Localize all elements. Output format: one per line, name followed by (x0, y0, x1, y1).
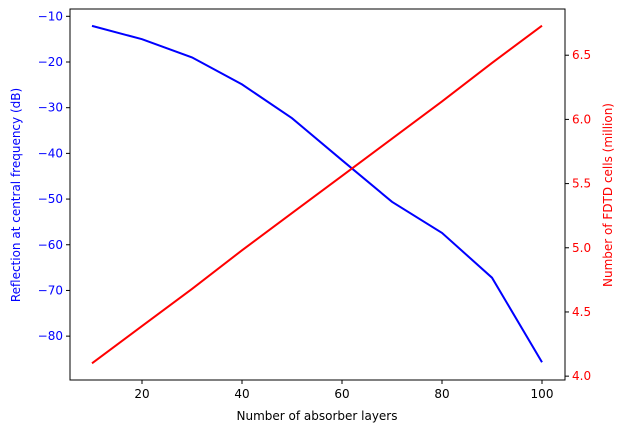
x-tick-label: 40 (234, 387, 249, 401)
x-tick-label: 20 (134, 387, 149, 401)
right-y-tick-label: 6.0 (572, 112, 591, 126)
right-y-tick-label: 5.5 (572, 177, 591, 191)
x-axis-label: Number of absorber layers (236, 409, 397, 423)
left-y-tick-label: −30 (38, 101, 63, 115)
fdtd-cells-series-line (91, 24, 543, 365)
left-axis-label: Reflection at central frequency (dB) (9, 88, 23, 302)
x-tick-label: 60 (334, 387, 349, 401)
right-y-tick-label: 6.5 (572, 48, 591, 62)
reflection-series-line (91, 24, 543, 363)
x-tick-label: 100 (531, 387, 554, 401)
left-y-tick-label: −80 (38, 329, 63, 343)
right-y-tick-label: 4.5 (572, 305, 591, 319)
left-y-tick-label: −70 (38, 283, 63, 297)
left-y-tick-label: −60 (38, 238, 63, 252)
left-y-tick-label: −20 (38, 55, 63, 69)
left-y-tick-label: −10 (38, 9, 63, 23)
left-y-tick-label: −40 (38, 146, 63, 160)
left-y-tick-label: −50 (38, 192, 63, 206)
x-tick-label: 80 (434, 387, 449, 401)
right-axis-label: Number of FDTD cells (million) (601, 103, 615, 287)
plot-frame (69, 8, 566, 381)
right-y-tick-label: 5.0 (572, 241, 591, 255)
right-y-tick-label: 4.0 (572, 369, 591, 383)
